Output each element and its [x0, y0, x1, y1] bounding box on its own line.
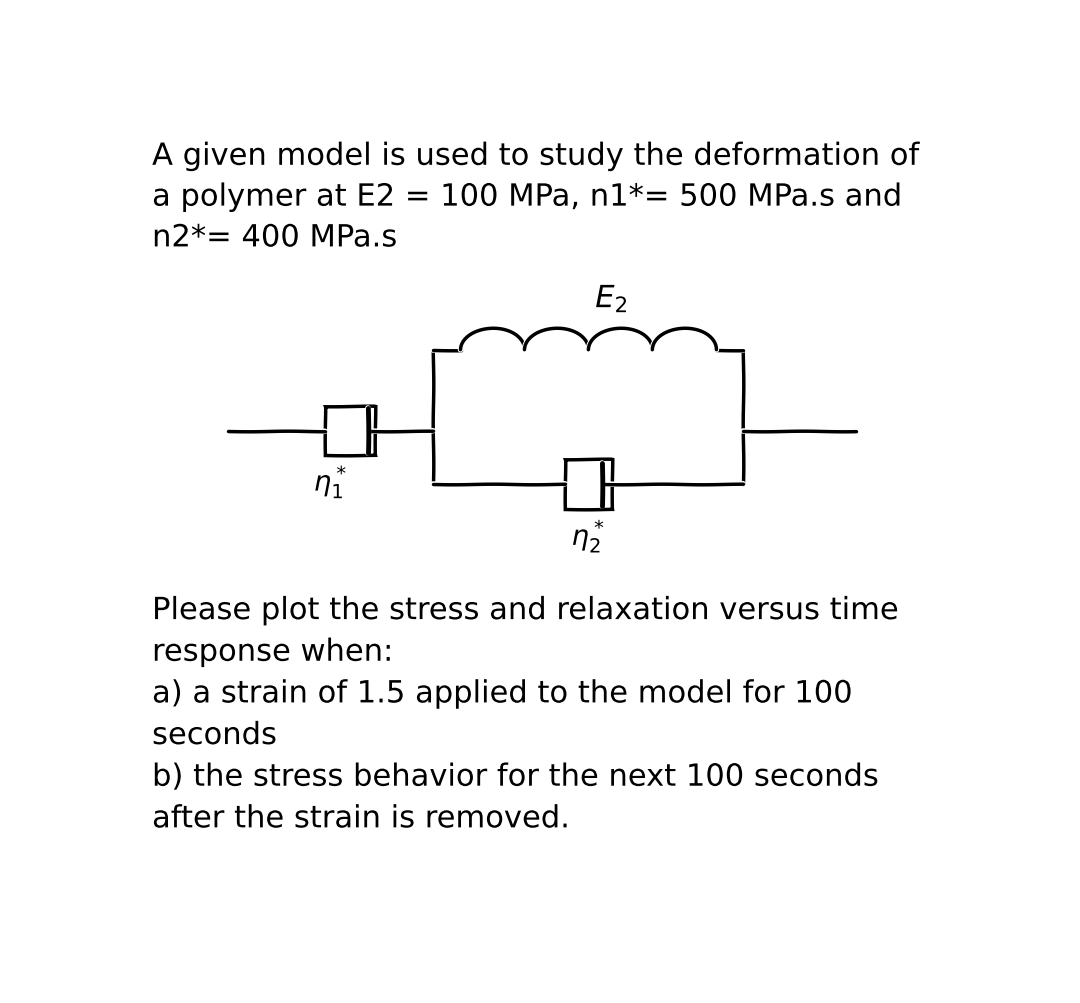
Text: $\mathit{E}_2$: $\mathit{E}_2$: [595, 284, 627, 315]
Text: $\mathit{\eta}_2^*$: $\mathit{\eta}_2^*$: [571, 518, 605, 556]
FancyBboxPatch shape: [325, 406, 375, 455]
Text: a polymer at E2 = 100 MPa, n1*= 500 MPa.s and: a polymer at E2 = 100 MPa, n1*= 500 MPa.…: [152, 184, 902, 213]
Text: $\mathit{\eta}_1^*$: $\mathit{\eta}_1^*$: [313, 463, 348, 502]
Text: A given model is used to study the deformation of: A given model is used to study the defor…: [152, 142, 917, 172]
Text: n2*= 400 MPa.s: n2*= 400 MPa.s: [152, 225, 397, 253]
FancyBboxPatch shape: [565, 460, 611, 510]
Text: Please plot the stress and relaxation versus time
response when:
a) a strain of : Please plot the stress and relaxation ve…: [152, 597, 899, 833]
